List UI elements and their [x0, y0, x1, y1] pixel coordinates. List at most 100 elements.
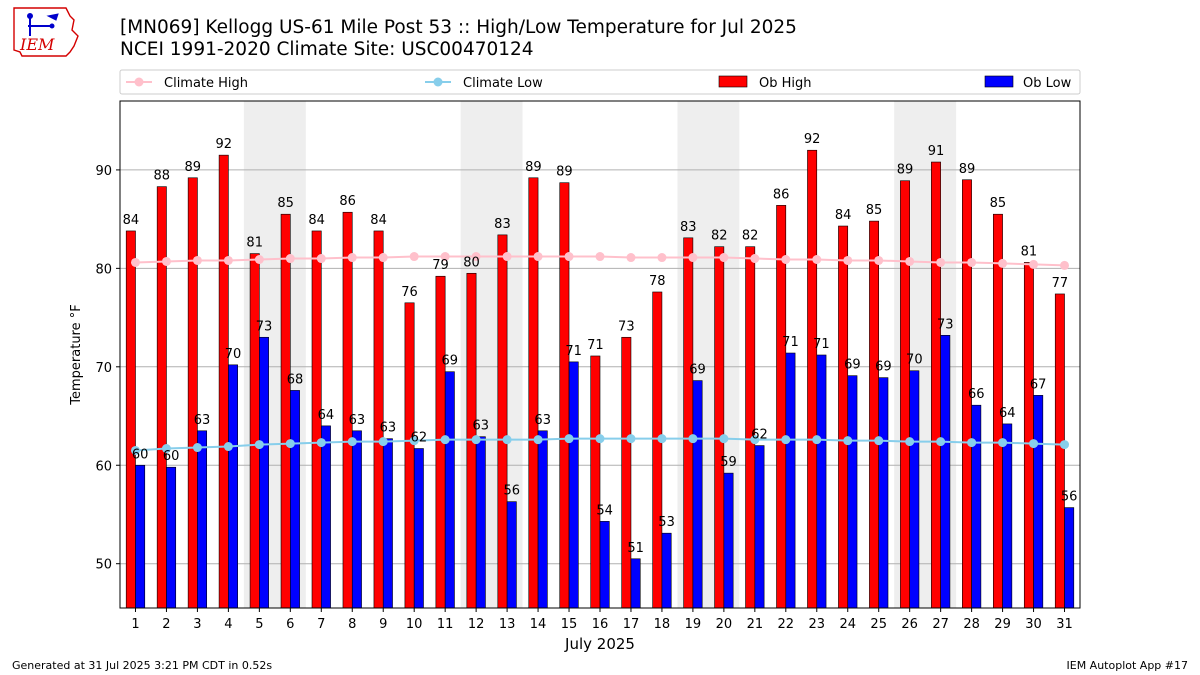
x-tick-label: 11	[437, 617, 454, 632]
climate-high-point	[564, 252, 574, 262]
climate-high-point	[347, 253, 357, 263]
ob-low-bar	[785, 352, 796, 609]
climate-low-point	[533, 435, 543, 445]
ob-low-value-label: 56	[503, 484, 520, 499]
climate-low-point	[564, 434, 574, 444]
ob-low-value-label: 62	[411, 431, 428, 446]
climate-low-point	[409, 436, 419, 446]
x-tick-label: 24	[839, 617, 856, 632]
ob-low-bar	[971, 404, 982, 609]
ob-high-value-label: 77	[1052, 276, 1069, 291]
ob-high-value-label: 82	[742, 229, 759, 244]
x-tick-label: 19	[685, 617, 702, 632]
ob-high-value-label: 79	[432, 258, 449, 273]
x-tick-label: 17	[623, 617, 640, 632]
ob-low-bar	[754, 445, 765, 609]
ob-high-value-label: 91	[928, 144, 945, 159]
legend-climate-low-marker	[433, 77, 443, 87]
climate-low-point	[719, 434, 729, 444]
x-tick-label: 4	[224, 617, 232, 632]
ob-high-bar	[373, 230, 384, 609]
ob-low-value-label: 68	[287, 372, 304, 387]
climate-low-point	[905, 437, 915, 447]
ob-low-value-label: 71	[813, 337, 830, 352]
ob-high-value-label: 85	[277, 196, 294, 211]
y-tick-label: 60	[95, 459, 112, 474]
climate-low-point	[1060, 440, 1070, 450]
generated-timestamp: Generated at 31 Jul 2025 3:21 PM CDT in …	[12, 659, 273, 672]
x-tick-label: 18	[654, 617, 671, 632]
ob-low-value-label: 71	[782, 335, 799, 350]
ob-low-value-label: 64	[318, 408, 335, 423]
x-tick-label: 1	[131, 617, 139, 632]
climate-low-point	[192, 443, 202, 453]
ob-low-bar	[599, 521, 610, 609]
climate-low-point	[688, 434, 698, 444]
ob-high-value-label: 86	[773, 187, 790, 202]
ob-low-value-label: 63	[194, 413, 211, 428]
x-axis-title: July 2025	[564, 635, 635, 653]
ob-high-value-label: 84	[308, 213, 325, 228]
ob-high-value-label: 89	[525, 160, 542, 175]
ob-high-bar	[1023, 262, 1034, 609]
ob-high-value-label: 71	[587, 338, 604, 353]
x-tick-label: 23	[809, 617, 826, 632]
climate-high-point	[223, 255, 233, 265]
chart-subtitle: NCEI 1991-2020 Climate Site: USC00470124	[120, 39, 534, 60]
climate-high-point	[161, 256, 171, 266]
ob-high-value-label: 83	[680, 220, 697, 235]
legend-ob-high-label: Ob High	[759, 76, 812, 91]
climate-low-point	[781, 435, 791, 445]
x-tick-label: 10	[406, 617, 423, 632]
climate-high-point	[192, 255, 202, 265]
climate-high-point	[285, 254, 295, 264]
x-tick-label: 9	[379, 617, 387, 632]
ob-low-bar	[506, 501, 517, 609]
ob-high-bar	[156, 186, 167, 609]
ob-low-value-label: 63	[349, 413, 366, 428]
climate-high-point	[471, 252, 481, 262]
ob-low-value-label: 56	[1061, 490, 1078, 505]
ob-high-bar	[280, 213, 291, 609]
climate-high-point	[905, 256, 915, 266]
ob-high-value-label: 81	[1021, 244, 1038, 259]
x-tick-label: 12	[468, 617, 485, 632]
ob-low-value-label: 53	[658, 515, 675, 530]
ob-high-bar	[931, 161, 941, 609]
ob-high-bar	[869, 220, 880, 609]
ob-low-bar	[568, 361, 579, 609]
ob-low-bar	[351, 430, 362, 609]
ob-high-bar	[342, 211, 353, 609]
climate-high-point	[657, 253, 667, 263]
ob-high-bar	[900, 180, 910, 609]
x-tick-label: 31	[1056, 617, 1073, 632]
ob-low-value-label: 62	[751, 428, 768, 443]
climate-high-point	[843, 255, 853, 265]
climate-low-point	[998, 438, 1008, 448]
climate-low-point	[502, 435, 512, 445]
ob-low-bar	[537, 430, 548, 609]
ob-low-value-label: 59	[720, 455, 737, 470]
ob-high-bar	[187, 177, 198, 609]
x-tick-label: 7	[317, 617, 325, 632]
ob-high-bar	[218, 154, 229, 609]
ob-low-bar	[1033, 395, 1044, 609]
ob-low-bar	[909, 370, 920, 609]
ob-low-bar	[847, 375, 858, 609]
climate-low-point	[812, 435, 822, 445]
climate-low-point	[254, 440, 264, 450]
x-tick-label: 27	[932, 617, 949, 632]
ob-high-value-label: 73	[618, 319, 635, 334]
ob-low-value-label: 63	[473, 419, 490, 434]
ob-high-value-label: 83	[494, 217, 511, 232]
climate-low-point	[1029, 439, 1039, 449]
climate-high-point	[595, 252, 605, 262]
climate-high-point	[130, 257, 140, 267]
climate-low-point	[874, 436, 884, 446]
climate-high-point	[688, 253, 698, 263]
x-tick-label: 25	[870, 617, 887, 632]
legend-box	[119, 69, 1081, 95]
ob-high-bar	[714, 246, 725, 609]
ob-high-value-label: 84	[835, 208, 852, 223]
ob-high-value-label: 89	[185, 160, 202, 175]
